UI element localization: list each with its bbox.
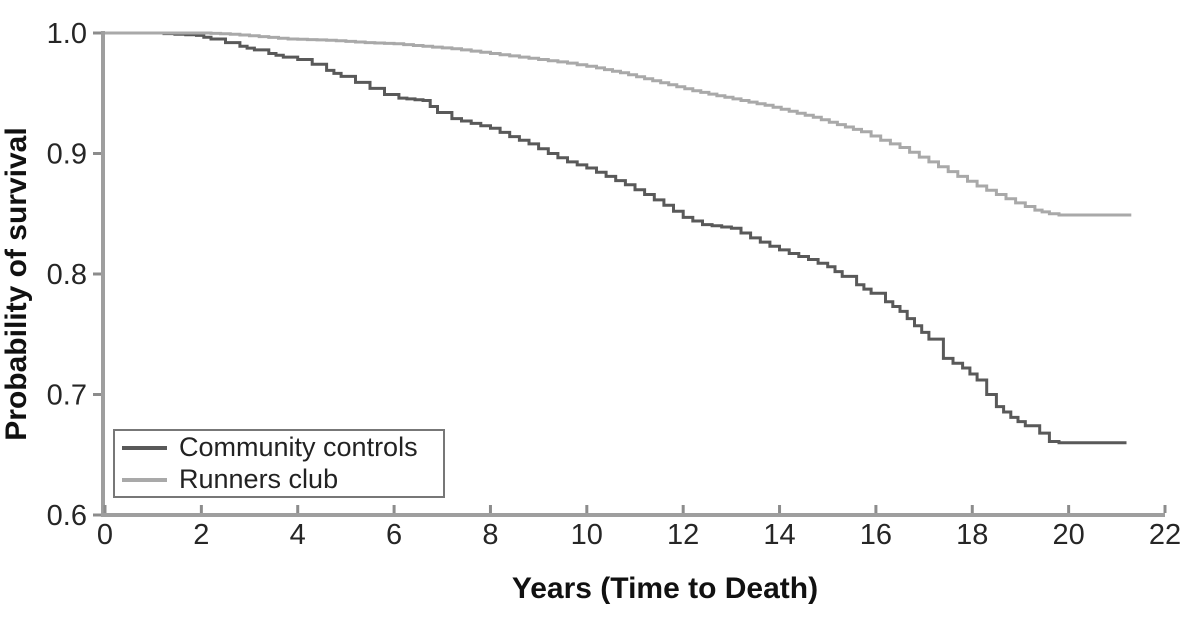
y-tick-label: 0.8	[47, 259, 87, 291]
y-tick-label: 0.9	[47, 139, 87, 171]
x-tick-label: 0	[97, 519, 113, 551]
y-axis-title: Probability of survival	[0, 127, 33, 441]
x-tick-label: 14	[763, 519, 795, 551]
x-tick-label: 8	[482, 519, 498, 551]
legend-line-community-controls	[122, 445, 167, 450]
legend: Community controls Runners club	[113, 429, 445, 498]
survival-curve-community-controls	[105, 31, 1127, 445]
legend-label-community-controls: Community controls	[179, 432, 418, 462]
x-tick-label: 20	[1053, 519, 1085, 551]
legend-label-runners-club: Runners club	[179, 464, 339, 494]
x-tick-label: 6	[386, 519, 402, 551]
y-tick-label: 0.6	[47, 500, 87, 532]
x-tick-label: 16	[860, 519, 892, 551]
legend-item-runners-club: Runners club	[122, 464, 443, 496]
x-axis-title: Years (Time to Death)	[511, 572, 819, 605]
survival-curve-runners-club	[105, 31, 1132, 217]
x-tick-label: 2	[193, 519, 209, 551]
x-tick-label: 18	[956, 519, 988, 551]
x-tick-label: 22	[1149, 519, 1181, 551]
y-tick-label: 1.0	[47, 18, 87, 50]
x-tick-label: 12	[667, 519, 699, 551]
legend-item-community-controls: Community controls	[122, 432, 443, 464]
legend-line-runners-club	[122, 477, 167, 482]
y-tick-label: 0.7	[47, 380, 87, 412]
x-tick-label: 4	[290, 519, 306, 551]
x-tick-label: 10	[571, 519, 603, 551]
